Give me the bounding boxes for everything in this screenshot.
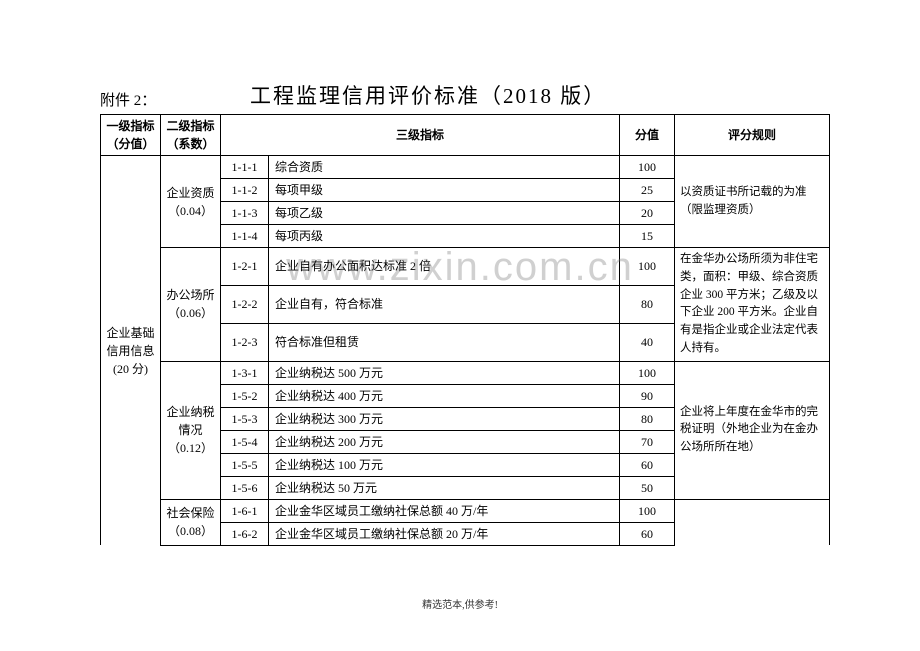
score: 40	[620, 323, 675, 361]
code: 1-5-5	[221, 453, 269, 476]
code: 1-5-2	[221, 384, 269, 407]
score: 25	[620, 179, 675, 202]
code: 1-6-2	[221, 522, 269, 545]
score: 80	[620, 407, 675, 430]
lvl2-insurance: 社会保险 （0.08）	[161, 499, 221, 545]
score: 100	[620, 248, 675, 286]
score: 50	[620, 476, 675, 499]
attachment-label: 附件 2：	[100, 89, 220, 110]
rule-office: 在金华办公场所须为非住宅类，面积：甲级、综合资质企业 300 平方米；乙级及以下…	[675, 248, 830, 362]
desc: 每项甲级	[269, 179, 620, 202]
hdr-score: 分值	[620, 115, 675, 156]
score: 20	[620, 202, 675, 225]
code: 1-5-3	[221, 407, 269, 430]
lvl2-office: 办公场所 （0.06）	[161, 248, 221, 362]
score: 60	[620, 522, 675, 545]
lvl2-tax: 企业纳税 情况 （0.12）	[161, 361, 221, 499]
code: 1-6-1	[221, 499, 269, 522]
desc: 企业自有办公面积达标准 2 倍	[269, 248, 620, 286]
code: 1-2-2	[221, 285, 269, 323]
lvl1-cell: 企业基础信用信息(20 分)	[101, 156, 161, 546]
score: 100	[620, 156, 675, 179]
desc: 企业纳税达 500 万元	[269, 361, 620, 384]
rule-insurance	[675, 499, 830, 545]
code: 1-1-2	[221, 179, 269, 202]
desc: 每项乙级	[269, 202, 620, 225]
standards-table: 一级指标（分值） 二级指标（系数） 三级指标 分值 评分规则 企业基础信用信息(…	[100, 114, 830, 546]
desc: 企业纳税达 300 万元	[269, 407, 620, 430]
score: 70	[620, 430, 675, 453]
desc: 企业金华区域员工缴纳社保总额 20 万/年	[269, 522, 620, 545]
code: 1-1-1	[221, 156, 269, 179]
hdr-lvl1: 一级指标（分值）	[101, 115, 161, 156]
lvl2-qualification: 企业资质 （0.04）	[161, 156, 221, 248]
score: 100	[620, 499, 675, 522]
hdr-lvl2: 二级指标（系数）	[161, 115, 221, 156]
score: 100	[620, 361, 675, 384]
desc: 每项丙级	[269, 225, 620, 248]
page-title: 工程监理信用评价标准（2018 版）	[220, 80, 830, 110]
desc: 企业纳税达 200 万元	[269, 430, 620, 453]
code: 1-5-4	[221, 430, 269, 453]
desc: 企业自有，符合标准	[269, 285, 620, 323]
rule-qualification: 以资质证书所记载的为准（限监理资质）	[675, 156, 830, 248]
code: 1-1-3	[221, 202, 269, 225]
rule-tax: 企业将上年度在金华市的完税证明（外地企业为在金办公场所所在地）	[675, 361, 830, 499]
desc: 符合标准但租赁	[269, 323, 620, 361]
code: 1-2-3	[221, 323, 269, 361]
hdr-rule: 评分规则	[675, 115, 830, 156]
desc: 企业金华区域员工缴纳社保总额 40 万/年	[269, 499, 620, 522]
score: 15	[620, 225, 675, 248]
score: 90	[620, 384, 675, 407]
desc: 企业纳税达 400 万元	[269, 384, 620, 407]
desc: 企业纳税达 50 万元	[269, 476, 620, 499]
desc: 综合资质	[269, 156, 620, 179]
score: 80	[620, 285, 675, 323]
code: 1-1-4	[221, 225, 269, 248]
score: 60	[620, 453, 675, 476]
hdr-lvl3: 三级指标	[221, 115, 620, 156]
code: 1-2-1	[221, 248, 269, 286]
desc: 企业纳税达 100 万元	[269, 453, 620, 476]
code: 1-3-1	[221, 361, 269, 384]
footer-note: 精选范本,供参考!	[0, 596, 920, 611]
code: 1-5-6	[221, 476, 269, 499]
